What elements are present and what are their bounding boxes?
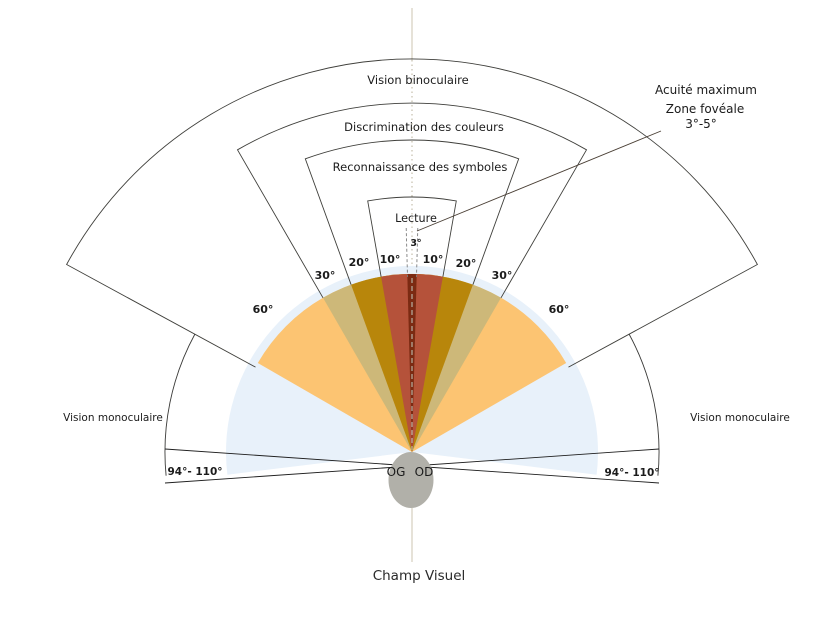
angle-30-right-label: 30° bbox=[492, 269, 513, 282]
angle-labels: 3° 10° 10° 20° 20° 30° 30° 60° 60° 94°- … bbox=[167, 238, 659, 479]
head-ellipse bbox=[388, 452, 434, 508]
angle-3-label: 3° bbox=[410, 238, 421, 249]
angle-60-right-label: 60° bbox=[549, 303, 570, 316]
angle-10-left-label: 10° bbox=[380, 253, 401, 266]
angle-60-left-label: 60° bbox=[253, 303, 274, 316]
angle-20-left-label: 20° bbox=[349, 256, 370, 269]
angle-30-left-label: 30° bbox=[315, 269, 336, 282]
annotation-foveal-line: Zone fovéale bbox=[666, 102, 745, 116]
foveal-3deg-dashed-left bbox=[405, 227, 408, 278]
foveal-leader-line bbox=[416, 130, 662, 232]
monocular-vision-label-right: Vision monoculaire bbox=[690, 412, 790, 424]
sector-reading-outline bbox=[367, 196, 457, 277]
zone-outlines bbox=[65, 58, 759, 368]
monocular-vision-label-left: Vision monoculaire bbox=[63, 412, 163, 424]
zone-labels: Vision binoculaire Discrimination des co… bbox=[63, 73, 790, 424]
binocular-vision-label: Vision binoculaire bbox=[367, 73, 468, 87]
wedge-foveal-maroon-3 bbox=[407, 274, 417, 452]
reading-label: Lecture bbox=[395, 212, 437, 225]
angle-94-110-left-label: 94°- 110° bbox=[167, 466, 222, 478]
diagram-caption: Champ Visuel bbox=[373, 568, 466, 584]
angle-20-right-label: 20° bbox=[456, 257, 477, 270]
angle-94-110-right-label: 94°- 110° bbox=[604, 467, 659, 479]
monocular-arc-left bbox=[164, 333, 196, 476]
symbol-recognition-label: Reconnaissance des symboles bbox=[333, 160, 508, 174]
right-eye-label: OD bbox=[415, 465, 434, 479]
color-discrimination-label: Discrimination des couleurs bbox=[344, 120, 504, 134]
sector-symbol-recognition-outline bbox=[304, 139, 520, 285]
annotation-degrees-line: 3°-5° bbox=[685, 117, 717, 131]
left-eye-label: OG bbox=[387, 465, 406, 479]
foveal-annotation: Acuité maximum Zone fovéale 3°-5° bbox=[655, 83, 757, 131]
colored-wedges bbox=[225, 265, 598, 475]
angle-10-right-label: 10° bbox=[423, 253, 444, 266]
sector-binocular-outline bbox=[65, 58, 759, 368]
annotation-acuity-line: Acuité maximum bbox=[655, 83, 757, 97]
monocular-arc-right bbox=[628, 333, 660, 476]
sector-color-discrimination-outline bbox=[236, 102, 588, 299]
foveal-3deg-dashed-right bbox=[416, 227, 419, 278]
